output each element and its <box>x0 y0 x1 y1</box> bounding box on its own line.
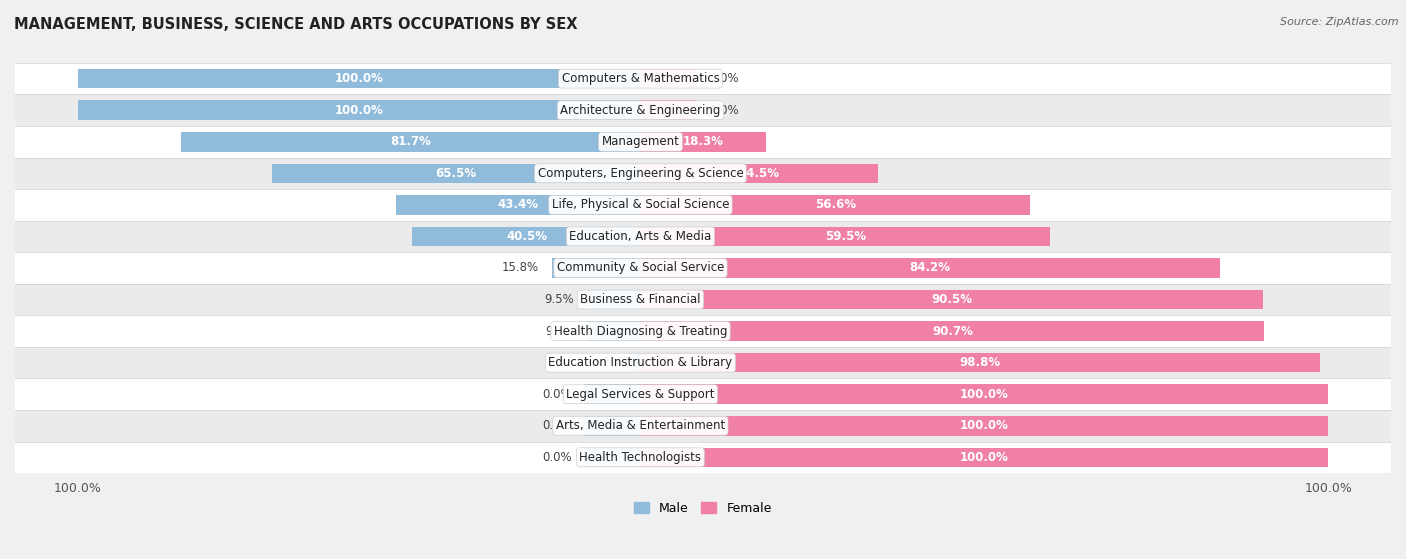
Bar <box>180 132 641 151</box>
Bar <box>641 69 697 88</box>
Text: 81.7%: 81.7% <box>389 135 432 148</box>
Text: Computers & Mathematics: Computers & Mathematics <box>561 72 720 85</box>
Text: Life, Physical & Social Science: Life, Physical & Social Science <box>551 198 730 211</box>
Text: 43.4%: 43.4% <box>498 198 538 211</box>
Bar <box>641 416 1329 435</box>
Text: 65.5%: 65.5% <box>436 167 477 180</box>
Text: 90.7%: 90.7% <box>932 325 973 338</box>
Text: 1.2%: 1.2% <box>592 356 621 369</box>
Text: 9.5%: 9.5% <box>544 293 575 306</box>
Text: 40.5%: 40.5% <box>506 230 547 243</box>
Bar <box>15 442 1391 473</box>
Text: Business & Financial: Business & Financial <box>581 293 700 306</box>
Text: 0.0%: 0.0% <box>709 104 740 117</box>
Text: Education, Arts & Media: Education, Arts & Media <box>569 230 711 243</box>
Bar <box>634 353 641 372</box>
Text: 84.2%: 84.2% <box>910 262 950 274</box>
Bar <box>641 290 1263 309</box>
Bar <box>641 448 1329 467</box>
Bar <box>15 378 1391 410</box>
Text: Management: Management <box>602 135 679 148</box>
Text: 0.0%: 0.0% <box>709 72 740 85</box>
Text: 100.0%: 100.0% <box>335 104 384 117</box>
Bar <box>588 321 641 341</box>
Bar <box>551 258 641 278</box>
Text: 0.0%: 0.0% <box>543 388 572 401</box>
Text: Architecture & Engineering: Architecture & Engineering <box>560 104 721 117</box>
Bar <box>15 94 1391 126</box>
Text: 0.0%: 0.0% <box>543 419 572 432</box>
Bar <box>77 69 641 88</box>
Text: 15.8%: 15.8% <box>502 262 538 274</box>
Legend: Male, Female: Male, Female <box>630 497 776 520</box>
Bar <box>15 347 1391 378</box>
Bar <box>641 385 1329 404</box>
Text: 59.5%: 59.5% <box>824 230 866 243</box>
Bar <box>641 321 1264 341</box>
Text: 56.6%: 56.6% <box>814 198 856 211</box>
Text: 34.5%: 34.5% <box>738 167 780 180</box>
Bar <box>583 416 641 435</box>
Text: 90.5%: 90.5% <box>931 293 973 306</box>
Text: Arts, Media & Entertainment: Arts, Media & Entertainment <box>555 419 725 432</box>
Text: 100.0%: 100.0% <box>960 388 1010 401</box>
Text: 100.0%: 100.0% <box>960 419 1010 432</box>
Bar <box>641 353 1320 372</box>
Bar <box>15 284 1391 315</box>
Bar <box>271 164 641 183</box>
Text: 98.8%: 98.8% <box>960 356 1001 369</box>
Bar <box>412 226 641 246</box>
Bar <box>641 101 697 120</box>
Bar <box>641 226 1050 246</box>
Bar <box>77 101 641 120</box>
Bar <box>15 126 1391 158</box>
Bar <box>641 164 877 183</box>
Bar <box>15 158 1391 189</box>
Text: 9.4%: 9.4% <box>546 325 575 338</box>
Text: Legal Services & Support: Legal Services & Support <box>567 388 714 401</box>
Text: 100.0%: 100.0% <box>960 451 1010 464</box>
Bar <box>641 195 1029 215</box>
Bar <box>15 189 1391 221</box>
Text: 0.0%: 0.0% <box>543 451 572 464</box>
Bar <box>15 63 1391 94</box>
Bar <box>15 221 1391 252</box>
Text: Education Instruction & Library: Education Instruction & Library <box>548 356 733 369</box>
Bar <box>583 448 641 467</box>
Bar <box>586 290 641 309</box>
Bar <box>15 410 1391 442</box>
Bar <box>15 315 1391 347</box>
Text: 18.3%: 18.3% <box>683 135 724 148</box>
Text: Community & Social Service: Community & Social Service <box>557 262 724 274</box>
Text: Health Technologists: Health Technologists <box>579 451 702 464</box>
Bar <box>641 258 1220 278</box>
Bar <box>641 132 766 151</box>
Bar <box>583 385 641 404</box>
Text: Source: ZipAtlas.com: Source: ZipAtlas.com <box>1281 17 1399 27</box>
Text: Computers, Engineering & Science: Computers, Engineering & Science <box>537 167 744 180</box>
Text: Health Diagnosing & Treating: Health Diagnosing & Treating <box>554 325 727 338</box>
Bar <box>15 252 1391 284</box>
Bar <box>396 195 641 215</box>
Text: 100.0%: 100.0% <box>335 72 384 85</box>
Text: MANAGEMENT, BUSINESS, SCIENCE AND ARTS OCCUPATIONS BY SEX: MANAGEMENT, BUSINESS, SCIENCE AND ARTS O… <box>14 17 578 32</box>
